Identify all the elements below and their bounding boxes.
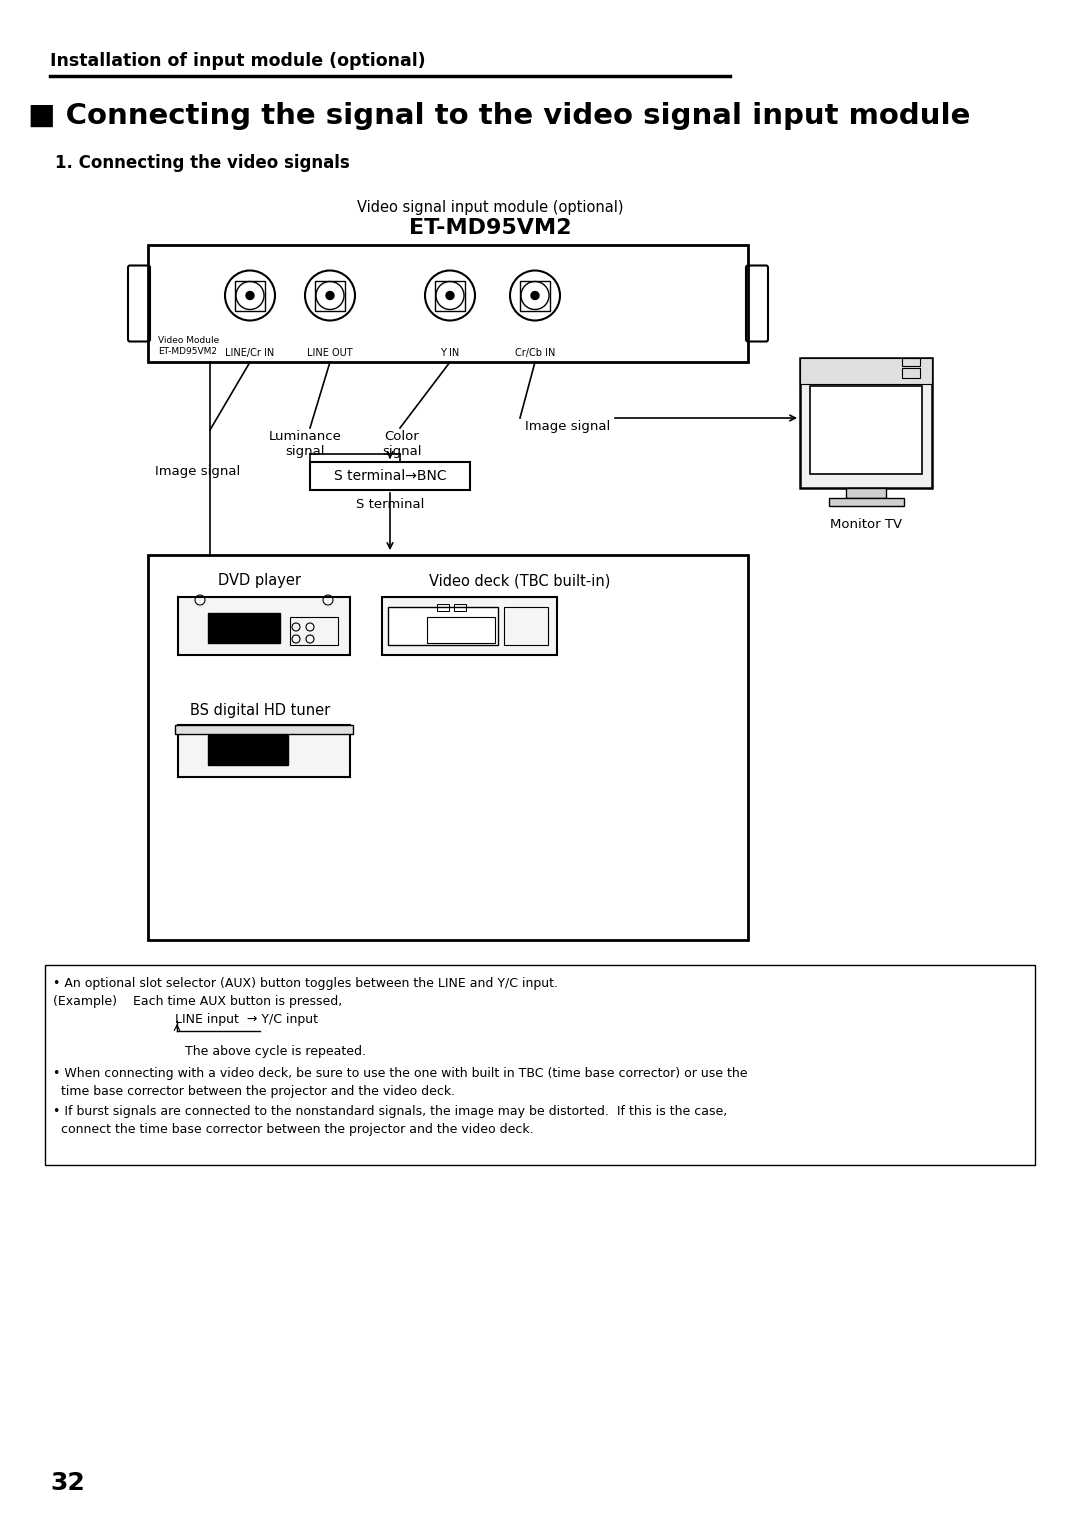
- Bar: [519, 281, 550, 310]
- Bar: [846, 488, 886, 497]
- Bar: [504, 607, 548, 645]
- Text: time base corrector between the projector and the video deck.: time base corrector between the projecto…: [53, 1085, 455, 1099]
- Text: S terminal→BNC: S terminal→BNC: [334, 468, 446, 484]
- Bar: [208, 613, 280, 642]
- Text: Monitor TV: Monitor TV: [829, 517, 902, 531]
- Bar: [800, 359, 932, 488]
- Bar: [902, 359, 920, 366]
- Bar: [437, 604, 449, 610]
- Text: Image signal: Image signal: [156, 465, 240, 478]
- Text: Cr/Cb IN: Cr/Cb IN: [515, 348, 555, 359]
- Bar: [175, 725, 353, 734]
- Text: ■ Connecting the signal to the video signal input module: ■ Connecting the signal to the video sig…: [28, 102, 970, 130]
- Text: Installation of input module (optional): Installation of input module (optional): [50, 52, 426, 70]
- Text: Image signal: Image signal: [525, 420, 610, 433]
- Text: • When connecting with a video deck, be sure to use the one with built in TBC (t: • When connecting with a video deck, be …: [53, 1067, 747, 1080]
- Text: 1. Connecting the video signals: 1. Connecting the video signals: [55, 154, 350, 172]
- Bar: [178, 725, 350, 777]
- Bar: [454, 604, 465, 610]
- Bar: [315, 281, 345, 310]
- Bar: [800, 359, 932, 385]
- Text: Color
signal: Color signal: [382, 430, 422, 458]
- Circle shape: [246, 291, 254, 299]
- Bar: [178, 597, 350, 655]
- Bar: [902, 368, 920, 378]
- Text: DVD player: DVD player: [218, 572, 301, 588]
- Text: Video deck (TBC built-in): Video deck (TBC built-in): [430, 572, 610, 588]
- Text: ET-MD95VM2: ET-MD95VM2: [408, 218, 571, 238]
- Bar: [828, 497, 904, 507]
- Text: • An optional slot selector (AUX) button toggles between the LINE and Y/C input.: • An optional slot selector (AUX) button…: [53, 977, 558, 990]
- Text: connect the time base corrector between the projector and the video deck.: connect the time base corrector between …: [53, 1123, 534, 1135]
- Text: BS digital HD tuner: BS digital HD tuner: [190, 703, 330, 719]
- Bar: [310, 462, 470, 490]
- Bar: [810, 386, 922, 475]
- Bar: [291, 617, 338, 645]
- Bar: [148, 555, 748, 940]
- Bar: [427, 617, 495, 642]
- Circle shape: [531, 291, 539, 299]
- Circle shape: [446, 291, 454, 299]
- Text: 32: 32: [50, 1471, 84, 1495]
- FancyBboxPatch shape: [129, 266, 150, 342]
- Bar: [208, 736, 288, 765]
- Text: Luminance
signal: Luminance signal: [269, 430, 341, 458]
- Text: Y IN: Y IN: [441, 348, 460, 359]
- Text: The above cycle is repeated.: The above cycle is repeated.: [185, 1045, 366, 1058]
- Text: Video signal input module (optional): Video signal input module (optional): [356, 200, 623, 215]
- Bar: [388, 607, 498, 645]
- Bar: [235, 281, 265, 310]
- Text: LINE input  → Y/C input: LINE input → Y/C input: [175, 1013, 318, 1025]
- Bar: [435, 281, 465, 310]
- Circle shape: [326, 291, 334, 299]
- Text: (Example)    Each time AUX button is pressed,: (Example) Each time AUX button is presse…: [53, 995, 342, 1009]
- Text: S terminal: S terminal: [355, 497, 424, 511]
- Text: LINE/Cr IN: LINE/Cr IN: [226, 348, 274, 359]
- FancyBboxPatch shape: [746, 266, 768, 342]
- Bar: [382, 597, 557, 655]
- Text: LINE OUT: LINE OUT: [307, 348, 353, 359]
- Bar: [148, 246, 748, 362]
- Bar: [45, 964, 1035, 1164]
- Text: Video Module
ET-MD95VM2: Video Module ET-MD95VM2: [158, 336, 219, 356]
- Text: • If burst signals are connected to the nonstandard signals, the image may be di: • If burst signals are connected to the …: [53, 1105, 727, 1119]
